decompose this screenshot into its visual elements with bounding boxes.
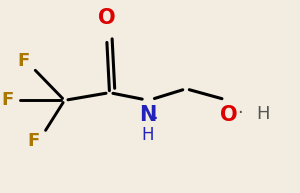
Text: F: F <box>27 132 39 150</box>
Text: O: O <box>220 105 237 125</box>
Text: F: F <box>2 91 14 109</box>
Text: F: F <box>17 52 30 70</box>
Text: H: H <box>256 105 269 123</box>
Text: O: O <box>98 8 115 28</box>
Text: ·: · <box>238 104 243 122</box>
Text: ·: · <box>152 110 158 128</box>
Text: N: N <box>139 105 156 125</box>
Text: H: H <box>141 126 154 144</box>
